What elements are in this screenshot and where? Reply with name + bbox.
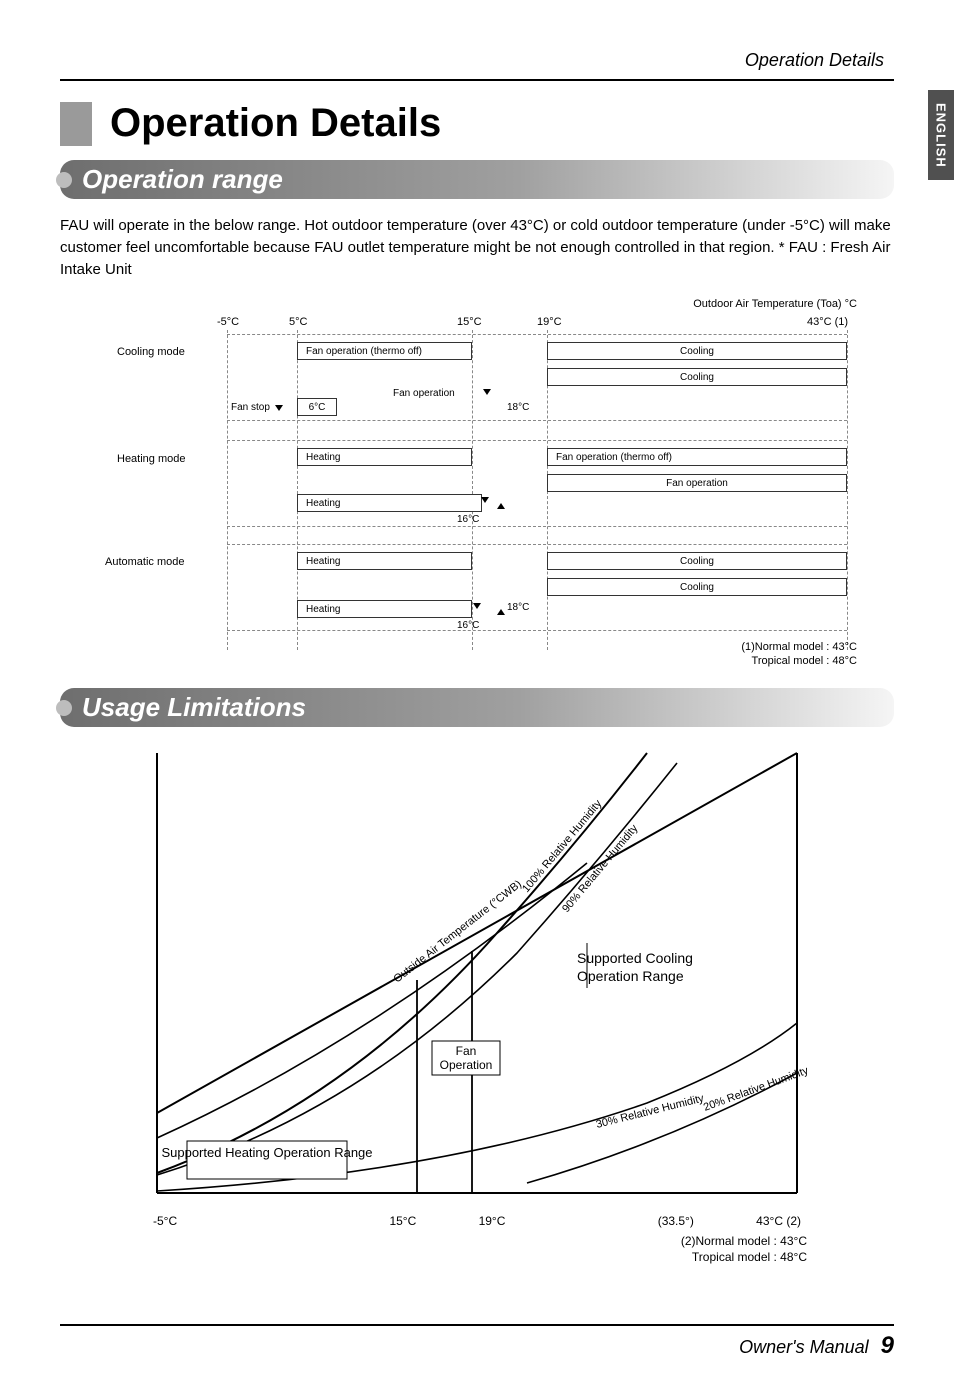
- section-bar-operation-range: Operation range: [60, 160, 894, 199]
- d1-box: Cooling: [547, 342, 847, 360]
- d1-box: Fan operation (thermo off): [297, 342, 472, 360]
- d1-xtick: -5°C: [217, 316, 239, 328]
- d2-heating-label: Supported Heating Operation Range: [161, 1145, 372, 1160]
- d2-cooling-label1: Supported Cooling: [577, 950, 693, 966]
- d1-xtick: 15°C: [457, 316, 482, 328]
- page-footer: Owner's Manual 9: [60, 1324, 894, 1360]
- d1-box: Cooling: [547, 578, 847, 596]
- d1-vline: [227, 330, 228, 650]
- d2-footnote: (2)Normal model : 43°C Tropical model : …: [147, 1234, 807, 1265]
- d2-xtick: 15°C: [389, 1214, 416, 1228]
- section1-body: FAU will operate in the below range. Hot…: [60, 215, 894, 280]
- d2-xtick: -5°C: [153, 1214, 177, 1228]
- footer-rule: [60, 1324, 894, 1326]
- arrow-down-icon: [481, 494, 489, 506]
- arrow-up-icon: [497, 606, 505, 618]
- d1-footnote-2: Tropical model : 48°C: [752, 655, 857, 667]
- d1-box: Heating: [297, 448, 472, 466]
- d1-box: Heating: [297, 600, 472, 618]
- d1-xtick: 5°C: [289, 316, 307, 328]
- d1-axis-label: Outdoor Air Temperature (Toa) °C: [693, 298, 857, 310]
- d2-xtick: (33.5°): [658, 1214, 694, 1228]
- d2-footnote-2: Tropical model : 48°C: [692, 1250, 807, 1264]
- d1-vline: [847, 330, 848, 650]
- arrow-down-icon: [473, 600, 481, 612]
- footer-text: Owner's Manual: [739, 1337, 869, 1358]
- d1-box: Cooling: [547, 368, 847, 386]
- page-number: 9: [881, 1332, 894, 1360]
- d1-group-border: [227, 334, 847, 335]
- d2-footnote-1: (2)Normal model : 43°C: [681, 1234, 807, 1248]
- arrow-up-icon: [497, 500, 505, 512]
- section-bar-usage-limitations: Usage Limitations: [60, 688, 894, 727]
- arrow-down-icon: [275, 402, 283, 414]
- psychrometric-chart: Fan Operation Supported Heating Operatio…: [147, 743, 807, 1203]
- d1-group-border: [227, 544, 847, 545]
- d1-box: Cooling: [547, 552, 847, 570]
- d1-footnote-1: (1)Normal model : 43°C: [741, 641, 857, 653]
- d2-cooling-label2: Operation Range: [577, 968, 684, 984]
- d1-row-label-auto: Automatic mode: [105, 556, 184, 568]
- operation-range-diagram: Outdoor Air Temperature (Toa) °C -5°C 5°…: [97, 298, 857, 668]
- d2-xtick: 19°C: [479, 1214, 506, 1228]
- top-rule: [60, 79, 894, 81]
- d1-label: 18°C: [507, 602, 529, 613]
- breadcrumb: Operation Details: [60, 50, 894, 71]
- d1-group-border: [227, 630, 847, 631]
- d1-group-border: [227, 440, 847, 441]
- d1-row-label-heating: Heating mode: [117, 453, 186, 465]
- d1-label: Fan operation: [393, 388, 455, 399]
- usage-limitations-diagram: Fan Operation Supported Heating Operatio…: [147, 743, 807, 1265]
- d2-fan-label2: Operation: [440, 1058, 493, 1072]
- arrow-down-icon: [483, 386, 491, 398]
- d1-box: Fan operation (thermo off): [547, 448, 847, 466]
- d1-footnote: (1)Normal model : 43°C Tropical model : …: [741, 640, 857, 669]
- d1-label: 18°C: [507, 402, 529, 413]
- d1-box: Fan operation: [547, 474, 847, 492]
- d1-box: Heating: [297, 494, 482, 512]
- language-tab: ENGLISH: [928, 90, 954, 180]
- d1-group-border: [227, 526, 847, 527]
- section-title: Usage Limitations: [82, 692, 306, 722]
- d1-hysteresis: 6°C: [297, 398, 337, 416]
- section-title: Operation range: [82, 164, 283, 194]
- d1-label: 16°C: [457, 620, 479, 631]
- d2-xtick: 43°C (2): [756, 1214, 801, 1228]
- d2-x-axis: -5°C 15°C 19°C (33.5°) 43°C (2): [147, 1214, 807, 1228]
- d1-xtick: 19°C: [537, 316, 562, 328]
- d1-box: Heating: [297, 552, 472, 570]
- title-accent-block: [60, 102, 92, 146]
- d1-group-border: [227, 420, 847, 421]
- main-title-row: Operation Details: [60, 101, 894, 146]
- d1-xtick: 43°C (1): [807, 316, 848, 328]
- page-title: Operation Details: [110, 101, 441, 146]
- d1-label: Fan stop: [231, 402, 270, 413]
- d1-row-label-cooling: Cooling mode: [117, 346, 185, 358]
- d2-wb-label: Outside Air Temperature (°CWB): [391, 878, 524, 985]
- d2-fan-label: Fan: [456, 1044, 477, 1058]
- d1-label: 16°C: [457, 514, 479, 525]
